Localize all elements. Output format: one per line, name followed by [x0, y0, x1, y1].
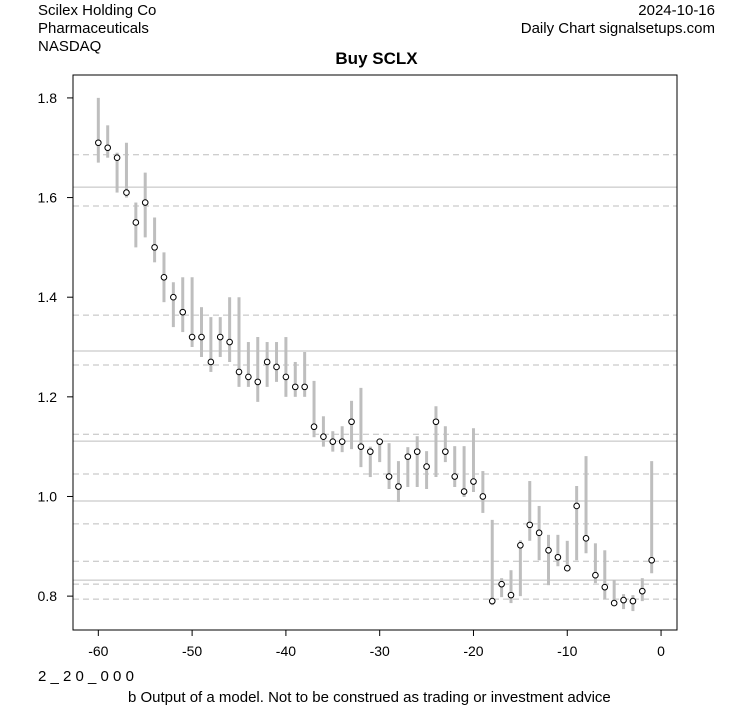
y-tick-label: 0.8 [38, 588, 58, 604]
x-tick-label: -60 [88, 643, 108, 659]
close-point [338, 438, 346, 445]
close-point [282, 373, 290, 381]
close-point [629, 597, 637, 605]
close-point [610, 599, 618, 607]
close-point [470, 478, 477, 485]
close-point [132, 219, 140, 226]
close-point [123, 189, 130, 196]
close-point [563, 564, 571, 572]
close-point [141, 199, 149, 206]
exchange: NASDAQ [38, 38, 102, 55]
close-point [113, 154, 121, 162]
x-tick-label: -20 [463, 643, 483, 659]
y-tick-label: 1.4 [38, 289, 58, 305]
y-tick-label: 1.6 [38, 190, 58, 206]
close-point [535, 529, 543, 537]
close-point [573, 502, 580, 510]
close-point [545, 546, 552, 554]
close-point [254, 378, 262, 386]
close-point [226, 338, 233, 346]
close-point [460, 488, 468, 495]
x-tick-label: -10 [557, 643, 577, 659]
x-tick-label: -40 [276, 643, 296, 659]
y-tick-label: 1.2 [38, 389, 58, 405]
close-point [151, 244, 158, 251]
close-point [207, 358, 215, 366]
close-point [592, 571, 599, 579]
model-code: 2 _ 2 0 _ 0 0 0 [38, 668, 134, 685]
close-point [179, 308, 187, 316]
close-point [385, 473, 393, 480]
close-point [376, 438, 383, 445]
chart-title: Buy SCLX [335, 49, 418, 68]
close-point [442, 448, 449, 455]
close-point [404, 453, 412, 460]
x-tick-label: -30 [370, 643, 390, 659]
close-point [170, 293, 177, 301]
close-point [160, 273, 168, 281]
close-point [357, 443, 365, 450]
close-point [488, 597, 496, 605]
close-point [638, 587, 646, 595]
plot-frame [72, 74, 678, 631]
close-point [601, 583, 609, 591]
x-tick-label: 0 [657, 643, 665, 659]
close-point [235, 368, 243, 376]
close-point [310, 423, 318, 431]
close-point [320, 433, 327, 440]
close-point [198, 333, 205, 341]
close-point [273, 363, 280, 371]
close-point [620, 596, 627, 604]
close-point [329, 438, 337, 445]
close-point [301, 383, 308, 391]
close-point [291, 383, 299, 391]
close-point [479, 493, 487, 500]
close-point [648, 556, 655, 564]
close-point [104, 144, 112, 152]
y-tick-label: 1.0 [38, 488, 58, 504]
company-name: Scilex Holding Co [38, 2, 157, 19]
sector: Pharmaceuticals [38, 20, 149, 37]
close-point [451, 473, 459, 480]
close-point [432, 418, 440, 426]
close-point [498, 580, 505, 588]
close-point [517, 542, 524, 549]
close-point [395, 483, 402, 490]
close-point [95, 139, 102, 147]
close-point [582, 535, 590, 542]
chart-source: Daily Chart signalsetups.com [520, 20, 715, 37]
close-point [413, 448, 421, 455]
close-point [367, 448, 374, 455]
close-point [188, 333, 196, 341]
close-point [216, 333, 224, 341]
chart-date: 2024-10-16 [638, 2, 715, 19]
close-point [507, 591, 515, 599]
close-point [245, 373, 252, 381]
close-point [526, 521, 534, 529]
close-point [423, 463, 430, 470]
x-tick-label: -50 [182, 643, 202, 659]
close-point [348, 418, 355, 426]
close-point [554, 553, 562, 561]
close-point [263, 358, 271, 366]
disclaimer: b Output of a model. Not to be construed… [128, 689, 611, 706]
y-tick-label: 1.8 [38, 90, 58, 106]
